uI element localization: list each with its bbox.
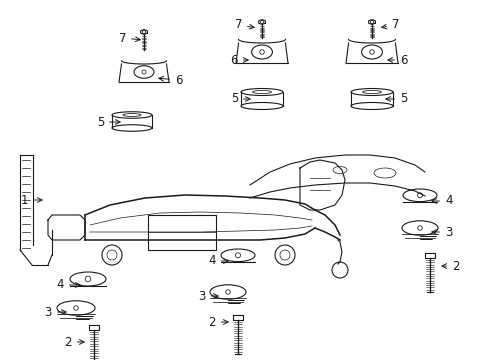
Text: 2: 2 [64,336,84,348]
Text: 5: 5 [385,93,407,105]
Text: 6: 6 [159,73,182,86]
Text: 2: 2 [208,315,228,328]
Text: 5: 5 [97,116,120,129]
Text: 6: 6 [230,54,247,67]
Circle shape [274,245,294,265]
Text: 3: 3 [44,306,66,319]
Text: 2: 2 [441,260,459,273]
Bar [148,215,216,250]
Text: 1: 1 [20,194,42,207]
Text: 4: 4 [431,194,451,207]
Text: 7: 7 [118,31,140,45]
Text: 3: 3 [198,289,218,302]
Text: 4: 4 [208,255,228,267]
Text: 7: 7 [381,18,399,31]
Circle shape [102,245,122,265]
Text: 3: 3 [431,225,451,238]
Text: 4: 4 [57,279,80,292]
Text: 7: 7 [234,18,254,31]
Text: 5: 5 [230,93,250,105]
Text: 6: 6 [387,54,407,67]
